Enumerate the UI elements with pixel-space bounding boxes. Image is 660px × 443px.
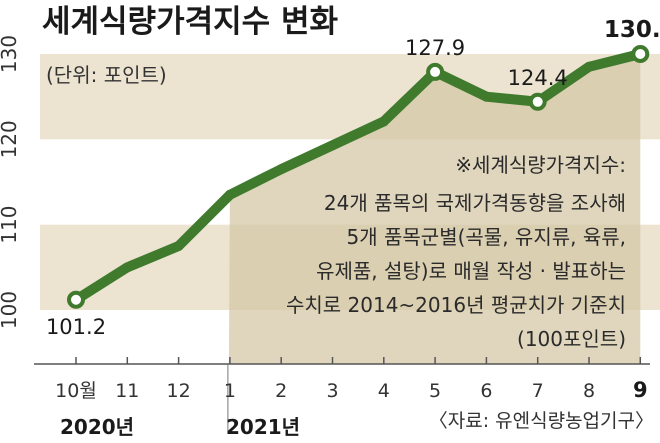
- chart-title: 세계식량가격지수 변화: [42, 4, 338, 40]
- data-label: 101.2: [46, 315, 106, 339]
- data-point: [481, 91, 492, 102]
- shaded-area: [228, 54, 641, 364]
- x-tick-label: 1: [224, 380, 236, 402]
- data-point: [173, 241, 184, 251]
- x-tick-label: 9: [633, 378, 648, 402]
- data-label: 127.9: [405, 36, 465, 60]
- x-tick-label: 5: [429, 380, 441, 402]
- data-point: [378, 116, 389, 127]
- note-line-5: (100포인트): [517, 327, 626, 351]
- data-point-marker: [528, 92, 547, 111]
- data-point-marker: [426, 62, 445, 81]
- x-axis-ticks: 10월 11 12 1 2 3 4 5 6 7 8 9: [55, 378, 647, 402]
- y-tick-label: 120: [0, 120, 21, 158]
- series-line-path: [71, 49, 646, 305]
- y-tick-label: 110: [0, 206, 21, 244]
- note-title: ※세계식량가격지수:: [455, 153, 626, 177]
- x-axis: [34, 357, 650, 434]
- note-box: ※세계식량가격지수: 24개 품목의 국제가격동향을 조사해 5개 품목군별(곡…: [286, 153, 626, 351]
- data-labels: 101.2 127.9 124.4 130.0: [46, 17, 660, 339]
- data-label: 130.0: [604, 17, 660, 43]
- year-label-2020: 2020년: [60, 415, 134, 439]
- year-label-2021: 2021년: [226, 415, 300, 439]
- unit-label: (단위: 포인트): [46, 63, 167, 87]
- data-point: [224, 189, 235, 200]
- x-tick-label: 8: [583, 380, 595, 402]
- x-tick-label: 2: [275, 380, 287, 402]
- source-label: 〈자료: 유엔식량농업기구〉: [429, 410, 654, 432]
- shaded-region: [228, 54, 641, 364]
- x-tick-label: 6: [480, 380, 492, 402]
- x-tick-label: 11: [115, 380, 139, 402]
- x-tick-label: 7: [532, 380, 544, 402]
- x-tick-label: 3: [326, 380, 338, 402]
- data-point-marker: [67, 290, 85, 309]
- note-line-1: 24개 품목의 국제가격동향을 조사해: [324, 191, 626, 215]
- data-label: 124.4: [508, 66, 568, 90]
- x-tick-label: 12: [167, 380, 191, 402]
- data-point-marker: [631, 45, 650, 63]
- note-line-3: 유제품, 설탕)로 매월 작성 · 발표하는: [316, 259, 626, 283]
- note-line-4: 수치로 2014~2016년 평균치가 기준치: [286, 293, 626, 317]
- data-point: [327, 140, 338, 151]
- y-tick-label: 100: [0, 291, 21, 329]
- y-axis-ticks: 100 110 120 130: [0, 35, 21, 329]
- data-point: [122, 262, 133, 273]
- y-tick-label: 130: [0, 35, 21, 73]
- data-point: [584, 61, 594, 72]
- x-tick-label: 10월: [55, 380, 97, 402]
- data-point: [276, 164, 287, 175]
- note-line-2: 5개 품목군별(곡물, 유지류, 육류,: [347, 225, 626, 249]
- x-tick-label: 4: [378, 380, 390, 402]
